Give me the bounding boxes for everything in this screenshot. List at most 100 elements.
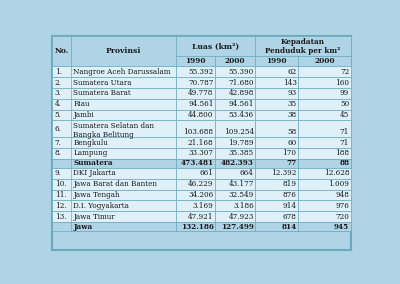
Text: Sumatera Selatan dan
Bangka Belitung: Sumatera Selatan dan Bangka Belitung: [73, 122, 154, 139]
Bar: [176, 137, 215, 148]
Bar: [255, 201, 298, 211]
Bar: [255, 99, 298, 110]
Bar: [52, 190, 351, 201]
Text: 88: 88: [339, 159, 349, 168]
Text: 482.393: 482.393: [221, 159, 254, 168]
Text: 1990: 1990: [186, 57, 206, 65]
Text: 60: 60: [287, 139, 296, 147]
Text: 5.: 5.: [55, 111, 62, 119]
Bar: [71, 222, 176, 231]
Text: 6.: 6.: [55, 125, 62, 133]
Bar: [71, 77, 176, 88]
Text: Jawa Barat dan Banten: Jawa Barat dan Banten: [73, 180, 157, 188]
Text: 38: 38: [287, 111, 296, 119]
Text: 945: 945: [334, 223, 349, 231]
Text: 55.392: 55.392: [188, 68, 214, 76]
Bar: [71, 66, 176, 77]
Text: 21.168: 21.168: [188, 139, 214, 147]
Text: 11.: 11.: [55, 191, 66, 199]
Bar: [298, 99, 351, 110]
Bar: [298, 211, 351, 222]
Text: 2.: 2.: [55, 79, 62, 87]
Text: 876: 876: [282, 191, 296, 199]
Text: Nangroe Aceh Darussalam: Nangroe Aceh Darussalam: [73, 68, 171, 76]
Text: Sumatera Barat: Sumatera Barat: [73, 89, 131, 97]
Bar: [71, 88, 176, 99]
Bar: [298, 148, 351, 159]
Bar: [298, 190, 351, 201]
Bar: [52, 66, 351, 77]
Bar: [52, 168, 351, 179]
Bar: [52, 120, 351, 137]
Bar: [176, 57, 215, 66]
Text: Sumatera Utara: Sumatera Utara: [73, 79, 132, 87]
Text: Provinsi: Provinsi: [106, 47, 141, 55]
Bar: [176, 77, 215, 88]
Bar: [215, 120, 255, 137]
Bar: [176, 179, 215, 190]
Bar: [255, 110, 298, 120]
Bar: [52, 179, 351, 190]
Bar: [176, 159, 215, 168]
Text: 47.921: 47.921: [188, 212, 214, 221]
Text: 1990: 1990: [266, 57, 287, 65]
Text: 143: 143: [282, 79, 296, 87]
Bar: [176, 36, 255, 57]
Bar: [255, 120, 298, 137]
Text: 720: 720: [335, 212, 349, 221]
Text: 8.: 8.: [55, 149, 62, 157]
Bar: [176, 201, 215, 211]
Bar: [298, 57, 351, 66]
Text: 7.: 7.: [55, 139, 62, 147]
Bar: [176, 66, 215, 77]
Bar: [176, 168, 215, 179]
Bar: [255, 36, 351, 57]
Bar: [215, 88, 255, 99]
Text: 32.549: 32.549: [228, 191, 254, 199]
Bar: [52, 222, 351, 231]
Text: 664: 664: [240, 170, 254, 178]
Bar: [298, 88, 351, 99]
Text: 93: 93: [287, 89, 296, 97]
Bar: [255, 137, 298, 148]
Bar: [255, 211, 298, 222]
Bar: [52, 77, 351, 88]
Text: DKI Jakarta: DKI Jakarta: [73, 170, 116, 178]
Text: 170: 170: [282, 149, 296, 157]
Bar: [215, 57, 255, 66]
Text: 49.778: 49.778: [188, 89, 214, 97]
Text: 13.: 13.: [55, 212, 66, 221]
Text: 45: 45: [340, 111, 349, 119]
Bar: [215, 211, 255, 222]
Text: 3.169: 3.169: [193, 202, 214, 210]
Bar: [215, 66, 255, 77]
Text: 2000: 2000: [314, 57, 334, 65]
Text: Lampung: Lampung: [73, 149, 108, 157]
Text: Kepadatan
Penduduk per km²: Kepadatan Penduduk per km²: [266, 38, 341, 55]
Bar: [298, 168, 351, 179]
Text: 44.800: 44.800: [188, 111, 214, 119]
Bar: [52, 137, 351, 148]
Text: Luas (km²): Luas (km²): [192, 42, 240, 50]
Bar: [255, 190, 298, 201]
Text: 103.688: 103.688: [184, 128, 214, 136]
Bar: [71, 120, 176, 137]
Text: 94.561: 94.561: [188, 100, 214, 108]
Bar: [255, 77, 298, 88]
Text: 35: 35: [287, 100, 296, 108]
Text: 127.499: 127.499: [221, 223, 254, 231]
Text: 12.628: 12.628: [324, 170, 349, 178]
Bar: [71, 148, 176, 159]
Text: 188: 188: [335, 149, 349, 157]
Bar: [176, 148, 215, 159]
Text: 94.561: 94.561: [228, 100, 254, 108]
Text: D.I. Yogyakarta: D.I. Yogyakarta: [73, 202, 129, 210]
Bar: [215, 99, 255, 110]
Text: 976: 976: [335, 202, 349, 210]
Text: 46.229: 46.229: [188, 180, 214, 188]
Text: 10.: 10.: [55, 180, 66, 188]
Text: 948: 948: [335, 191, 349, 199]
Text: Riau: Riau: [73, 100, 90, 108]
Bar: [298, 66, 351, 77]
Text: 661: 661: [200, 170, 214, 178]
